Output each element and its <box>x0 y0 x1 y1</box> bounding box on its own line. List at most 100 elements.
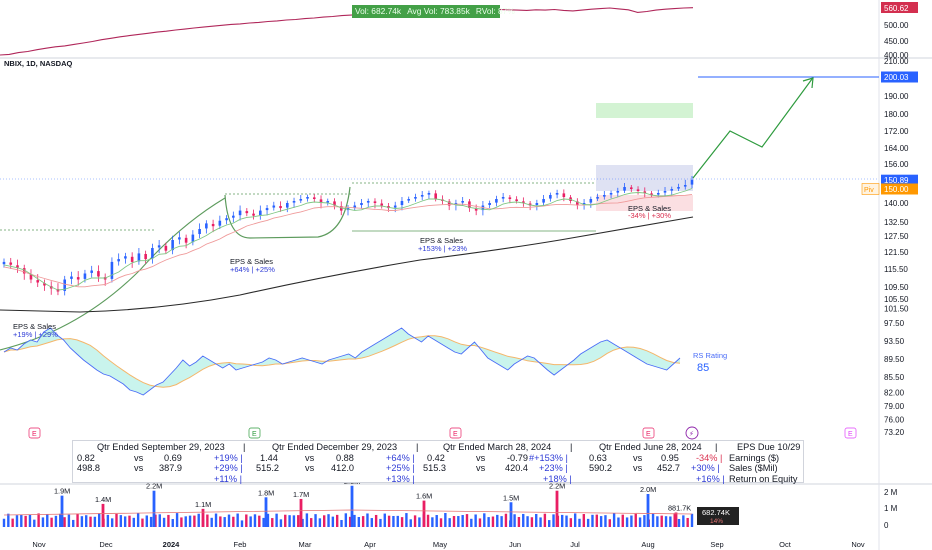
event-marker-5: E <box>844 427 857 439</box>
volume-bar <box>409 519 412 527</box>
price-tick: 150.00 <box>884 185 909 194</box>
table-header-sep-2: | <box>416 442 419 452</box>
candle <box>110 257 114 283</box>
candle <box>97 265 100 282</box>
volume-bar <box>573 513 577 527</box>
candle <box>629 185 633 192</box>
price-tick: 172.00 <box>884 127 909 136</box>
candle <box>292 197 296 208</box>
volume-bar <box>392 515 395 527</box>
volume-bar <box>617 517 620 527</box>
price-axis: 210.00 200.03 190.00 180.00 172.00 164.00 156.… <box>861 57 918 437</box>
volume-bar <box>240 520 244 527</box>
volume-bar <box>106 514 110 527</box>
event-marker-1: E <box>28 427 41 439</box>
volume-peak-label: 1.7M <box>293 490 309 499</box>
candle <box>279 201 282 212</box>
table-row-roe: +11% | +13% | +18% | +16% | Return on Eq… <box>214 473 798 484</box>
volume-bar <box>578 518 581 527</box>
svg-text:E: E <box>32 431 37 438</box>
volume-bar <box>292 515 296 527</box>
volume-bar <box>396 515 399 527</box>
volume-bar <box>582 514 586 527</box>
candle <box>549 192 552 202</box>
candle <box>366 198 370 208</box>
volume-bar <box>158 514 161 527</box>
vol-text: Vol: 682.74k <box>355 6 402 16</box>
candle <box>2 258 6 268</box>
volume-bar <box>33 519 36 527</box>
time-tick: Nov <box>851 540 865 549</box>
candle <box>245 208 249 217</box>
price-tick: 76.00 <box>884 415 905 424</box>
candle <box>434 190 437 202</box>
volume-bar <box>370 518 373 527</box>
volume-bar <box>483 513 486 527</box>
event-marker-3: E <box>449 427 462 439</box>
pivot-label-box <box>861 183 880 195</box>
sma-200 <box>0 216 694 313</box>
time-tick: Nov <box>32 540 46 549</box>
candle <box>157 240 161 254</box>
volume-average-line <box>3 509 693 516</box>
candle <box>259 205 262 220</box>
candle <box>508 195 512 204</box>
volume-peak-label: 1.8M <box>258 488 274 497</box>
candle <box>63 275 67 296</box>
candle <box>677 183 680 191</box>
volume-bar <box>141 518 144 527</box>
volume-peak-bar <box>509 502 513 527</box>
eps-annotation-2-title: EPS & Sales <box>230 257 273 266</box>
volume-bar <box>175 513 179 527</box>
ratio-tick: 450.00 <box>884 37 909 46</box>
price-tick: 210.00 <box>884 57 909 66</box>
volume-peak-label: 1.6M <box>416 492 432 501</box>
candle <box>225 215 228 225</box>
volume-bar <box>54 515 58 527</box>
candle <box>427 190 431 199</box>
candle <box>252 209 255 220</box>
volume-bar <box>236 513 239 527</box>
volume-bar <box>331 516 335 527</box>
candle <box>272 201 276 211</box>
volume-bar <box>123 516 127 527</box>
ratio-tick: 500.00 <box>884 21 909 30</box>
volume-bar <box>569 518 573 527</box>
candle <box>29 269 33 284</box>
eps-annotation-3-values: +153% | +23% <box>418 244 467 253</box>
volume-peak-label: 1.5M <box>503 493 519 502</box>
price-tick: 115.50 <box>884 265 908 274</box>
volume-bar <box>383 513 386 527</box>
target-price-badge <box>881 71 918 83</box>
volume-bar <box>677 518 681 527</box>
volume-bar <box>279 519 283 527</box>
time-tick: Jun <box>509 540 521 549</box>
volume-bar <box>400 517 404 527</box>
volume-bar <box>115 513 118 527</box>
candle <box>360 199 363 209</box>
volume-bar <box>586 518 590 527</box>
volume-bar <box>119 515 123 527</box>
sma-50 <box>3 193 693 288</box>
ratio-line <box>0 7 694 56</box>
volume-bar <box>20 514 23 527</box>
cup-curve <box>224 186 351 239</box>
candle <box>353 201 357 211</box>
volume-bar <box>223 517 226 527</box>
volume-bar <box>682 515 685 527</box>
volume-bar <box>513 514 516 527</box>
volume-peak-label: 1.4M <box>95 495 111 504</box>
volume-bar <box>439 518 443 527</box>
volume-bar <box>41 517 45 527</box>
volume-bar <box>266 513 270 527</box>
volume-bar <box>361 516 365 527</box>
candle <box>596 193 599 201</box>
candle <box>528 201 532 211</box>
volume-bar <box>2 518 6 527</box>
candle <box>70 271 73 285</box>
candle <box>164 242 168 254</box>
volume-bar <box>76 513 79 527</box>
ratio-tick: 400.00 <box>884 51 909 60</box>
volume-tick: 1 M <box>884 504 898 513</box>
volume-peak-bar <box>350 485 354 527</box>
